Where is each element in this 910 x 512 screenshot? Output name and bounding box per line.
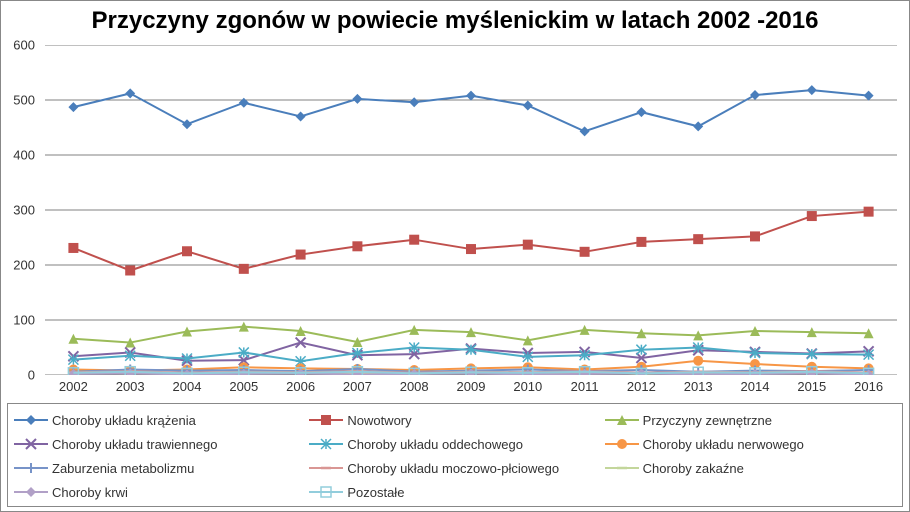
- legend-swatch: [14, 437, 48, 451]
- legend-swatch: [605, 413, 639, 427]
- legend-label: Nowotwory: [347, 413, 411, 428]
- legend-label: Choroby układu trawiennego: [52, 437, 218, 452]
- legend-label: Choroby układu oddechowego: [347, 437, 523, 452]
- legend-swatch: [14, 413, 48, 427]
- x-tick-label: 2009: [457, 379, 486, 394]
- chart-container: Przyczyny zgonów w powiecie myślenickim …: [0, 0, 910, 512]
- x-tick-label: 2006: [286, 379, 315, 394]
- y-tick-label: 500: [13, 93, 35, 108]
- x-tick-label: 2012: [627, 379, 656, 394]
- legend-label: Przyczyny zewnętrzne: [643, 413, 772, 428]
- legend-label: Choroby układu nerwowego: [643, 437, 804, 452]
- legend-label: Choroby układu moczowo-płciowego: [347, 461, 559, 476]
- legend-label: Pozostałe: [347, 485, 404, 500]
- x-tick-label: 2005: [229, 379, 258, 394]
- legend-swatch: [14, 485, 48, 499]
- legend-item: Choroby układu trawiennego: [14, 432, 305, 456]
- legend-item: Choroby układu krążenia: [14, 408, 305, 432]
- x-tick-label: 2016: [854, 379, 883, 394]
- x-tick-label: 2002: [59, 379, 88, 394]
- y-axis-labels: 0100200300400500600: [1, 45, 41, 375]
- legend-swatch: [309, 461, 343, 475]
- legend-item: Choroby zakaźne: [605, 456, 896, 480]
- legend-item: Pozostałe: [309, 480, 600, 504]
- legend-swatch: [309, 485, 343, 499]
- y-tick-label: 600: [13, 38, 35, 53]
- x-tick-label: 2008: [400, 379, 429, 394]
- legend-swatch: [605, 437, 639, 451]
- legend-swatch: [605, 461, 639, 475]
- y-tick-label: 200: [13, 258, 35, 273]
- x-axis-labels: 2002 2003 2004 2005 2006 2007 2008 2009 2010 2011…: [45, 379, 897, 399]
- x-tick-label: 2013: [684, 379, 713, 394]
- legend-item: Przyczyny zewnętrzne: [605, 408, 896, 432]
- series-line: [73, 212, 868, 271]
- legend-item: Zaburzenia metabolizmu: [14, 456, 305, 480]
- x-tick-label: 2007: [343, 379, 372, 394]
- y-tick-label: 0: [28, 368, 35, 383]
- y-tick-label: 100: [13, 313, 35, 328]
- legend-label: Choroby zakaźne: [643, 461, 744, 476]
- x-tick-label: 2011: [571, 379, 599, 394]
- legend-swatch: [14, 461, 48, 475]
- legend-item: Choroby krwi: [14, 480, 305, 504]
- x-tick-label: 2003: [116, 379, 145, 394]
- y-tick-label: 400: [13, 148, 35, 163]
- legend-label: Choroby układu krążenia: [52, 413, 196, 428]
- plot-area: [45, 45, 897, 375]
- legend-label: Choroby krwi: [52, 485, 128, 500]
- x-tick-label: 2004: [173, 379, 202, 394]
- legend-item: Choroby układu nerwowego: [605, 432, 896, 456]
- plot-svg: [45, 45, 897, 375]
- x-tick-label: 2014: [741, 379, 770, 394]
- legend-label: Zaburzenia metabolizmu: [52, 461, 194, 476]
- x-tick-label: 2015: [797, 379, 826, 394]
- x-tick-label: 2010: [513, 379, 542, 394]
- chart-title: Przyczyny zgonów w powiecie myślenickim …: [1, 7, 909, 35]
- legend-swatch: [309, 437, 343, 451]
- legend-swatch: [309, 413, 343, 427]
- legend-item: Nowotwory: [309, 408, 600, 432]
- legend-item: Choroby układu oddechowego: [309, 432, 600, 456]
- legend: Choroby układu krążenia Nowotwory Przyczyn…: [7, 403, 903, 507]
- y-tick-label: 300: [13, 203, 35, 218]
- legend-item: Choroby układu moczowo-płciowego: [309, 456, 600, 480]
